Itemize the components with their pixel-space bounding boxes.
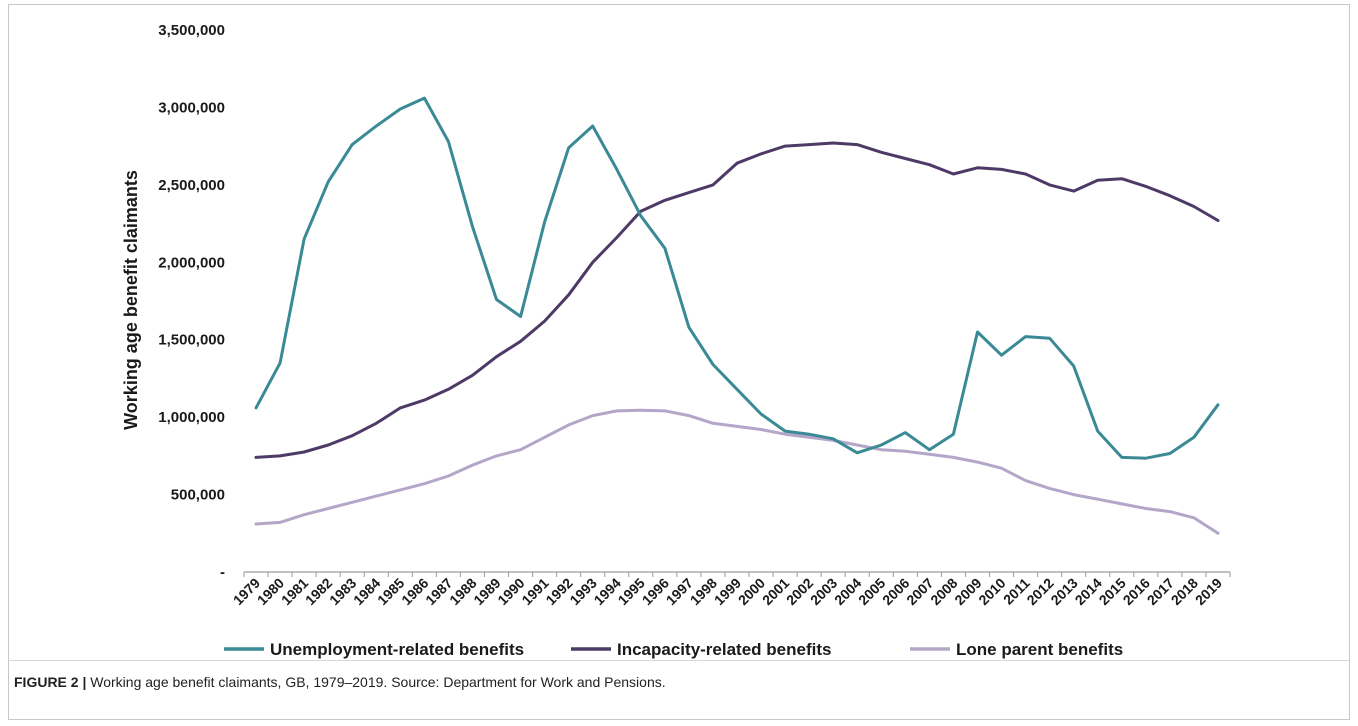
- y-tick-label: 2,000,000: [158, 254, 225, 271]
- series-line-2: [254, 408, 1220, 535]
- chart-axes: - 500,000 1,000,000 1,500,000 2,000,000 2,500…: [158, 22, 1231, 608]
- x-tick-label: 2019: [1192, 575, 1225, 608]
- legend-label: Incapacity-related benefits: [617, 640, 831, 659]
- caption-divider: [8, 660, 1350, 661]
- figure-label: FIGURE 2 |: [14, 674, 87, 690]
- legend-label: Unemployment-related benefits: [270, 640, 524, 659]
- y-tick-label: -: [220, 564, 225, 581]
- figure-caption: FIGURE 2 | Working age benefit claimants…: [14, 674, 666, 690]
- legend-item: Incapacity-related benefits: [571, 640, 831, 659]
- figure-frame: [8, 4, 1350, 720]
- y-tick-label: 3,500,000: [158, 22, 225, 39]
- legend-label: Lone parent benefits: [956, 640, 1123, 659]
- y-tick-label: 1,000,000: [158, 409, 225, 426]
- series-line-0: [254, 96, 1220, 460]
- series-line-1: [254, 141, 1220, 459]
- y-tick-label: 1,500,000: [158, 332, 225, 349]
- y-tick-label: 500,000: [171, 487, 225, 504]
- caption-text: Working age benefit claimants, GB, 1979–…: [86, 674, 666, 690]
- legend-item: Lone parent benefits: [910, 640, 1123, 659]
- y-axis-label: Working age benefit claimants: [121, 170, 141, 430]
- y-tick-label: 3,000,000: [158, 99, 225, 116]
- y-tick-label: 2,500,000: [158, 177, 225, 194]
- legend-item: Unemployment-related benefits: [224, 640, 524, 659]
- chart-series: [254, 96, 1220, 535]
- chart-legend: Unemployment-related benefits Incapacity-…: [224, 640, 1123, 659]
